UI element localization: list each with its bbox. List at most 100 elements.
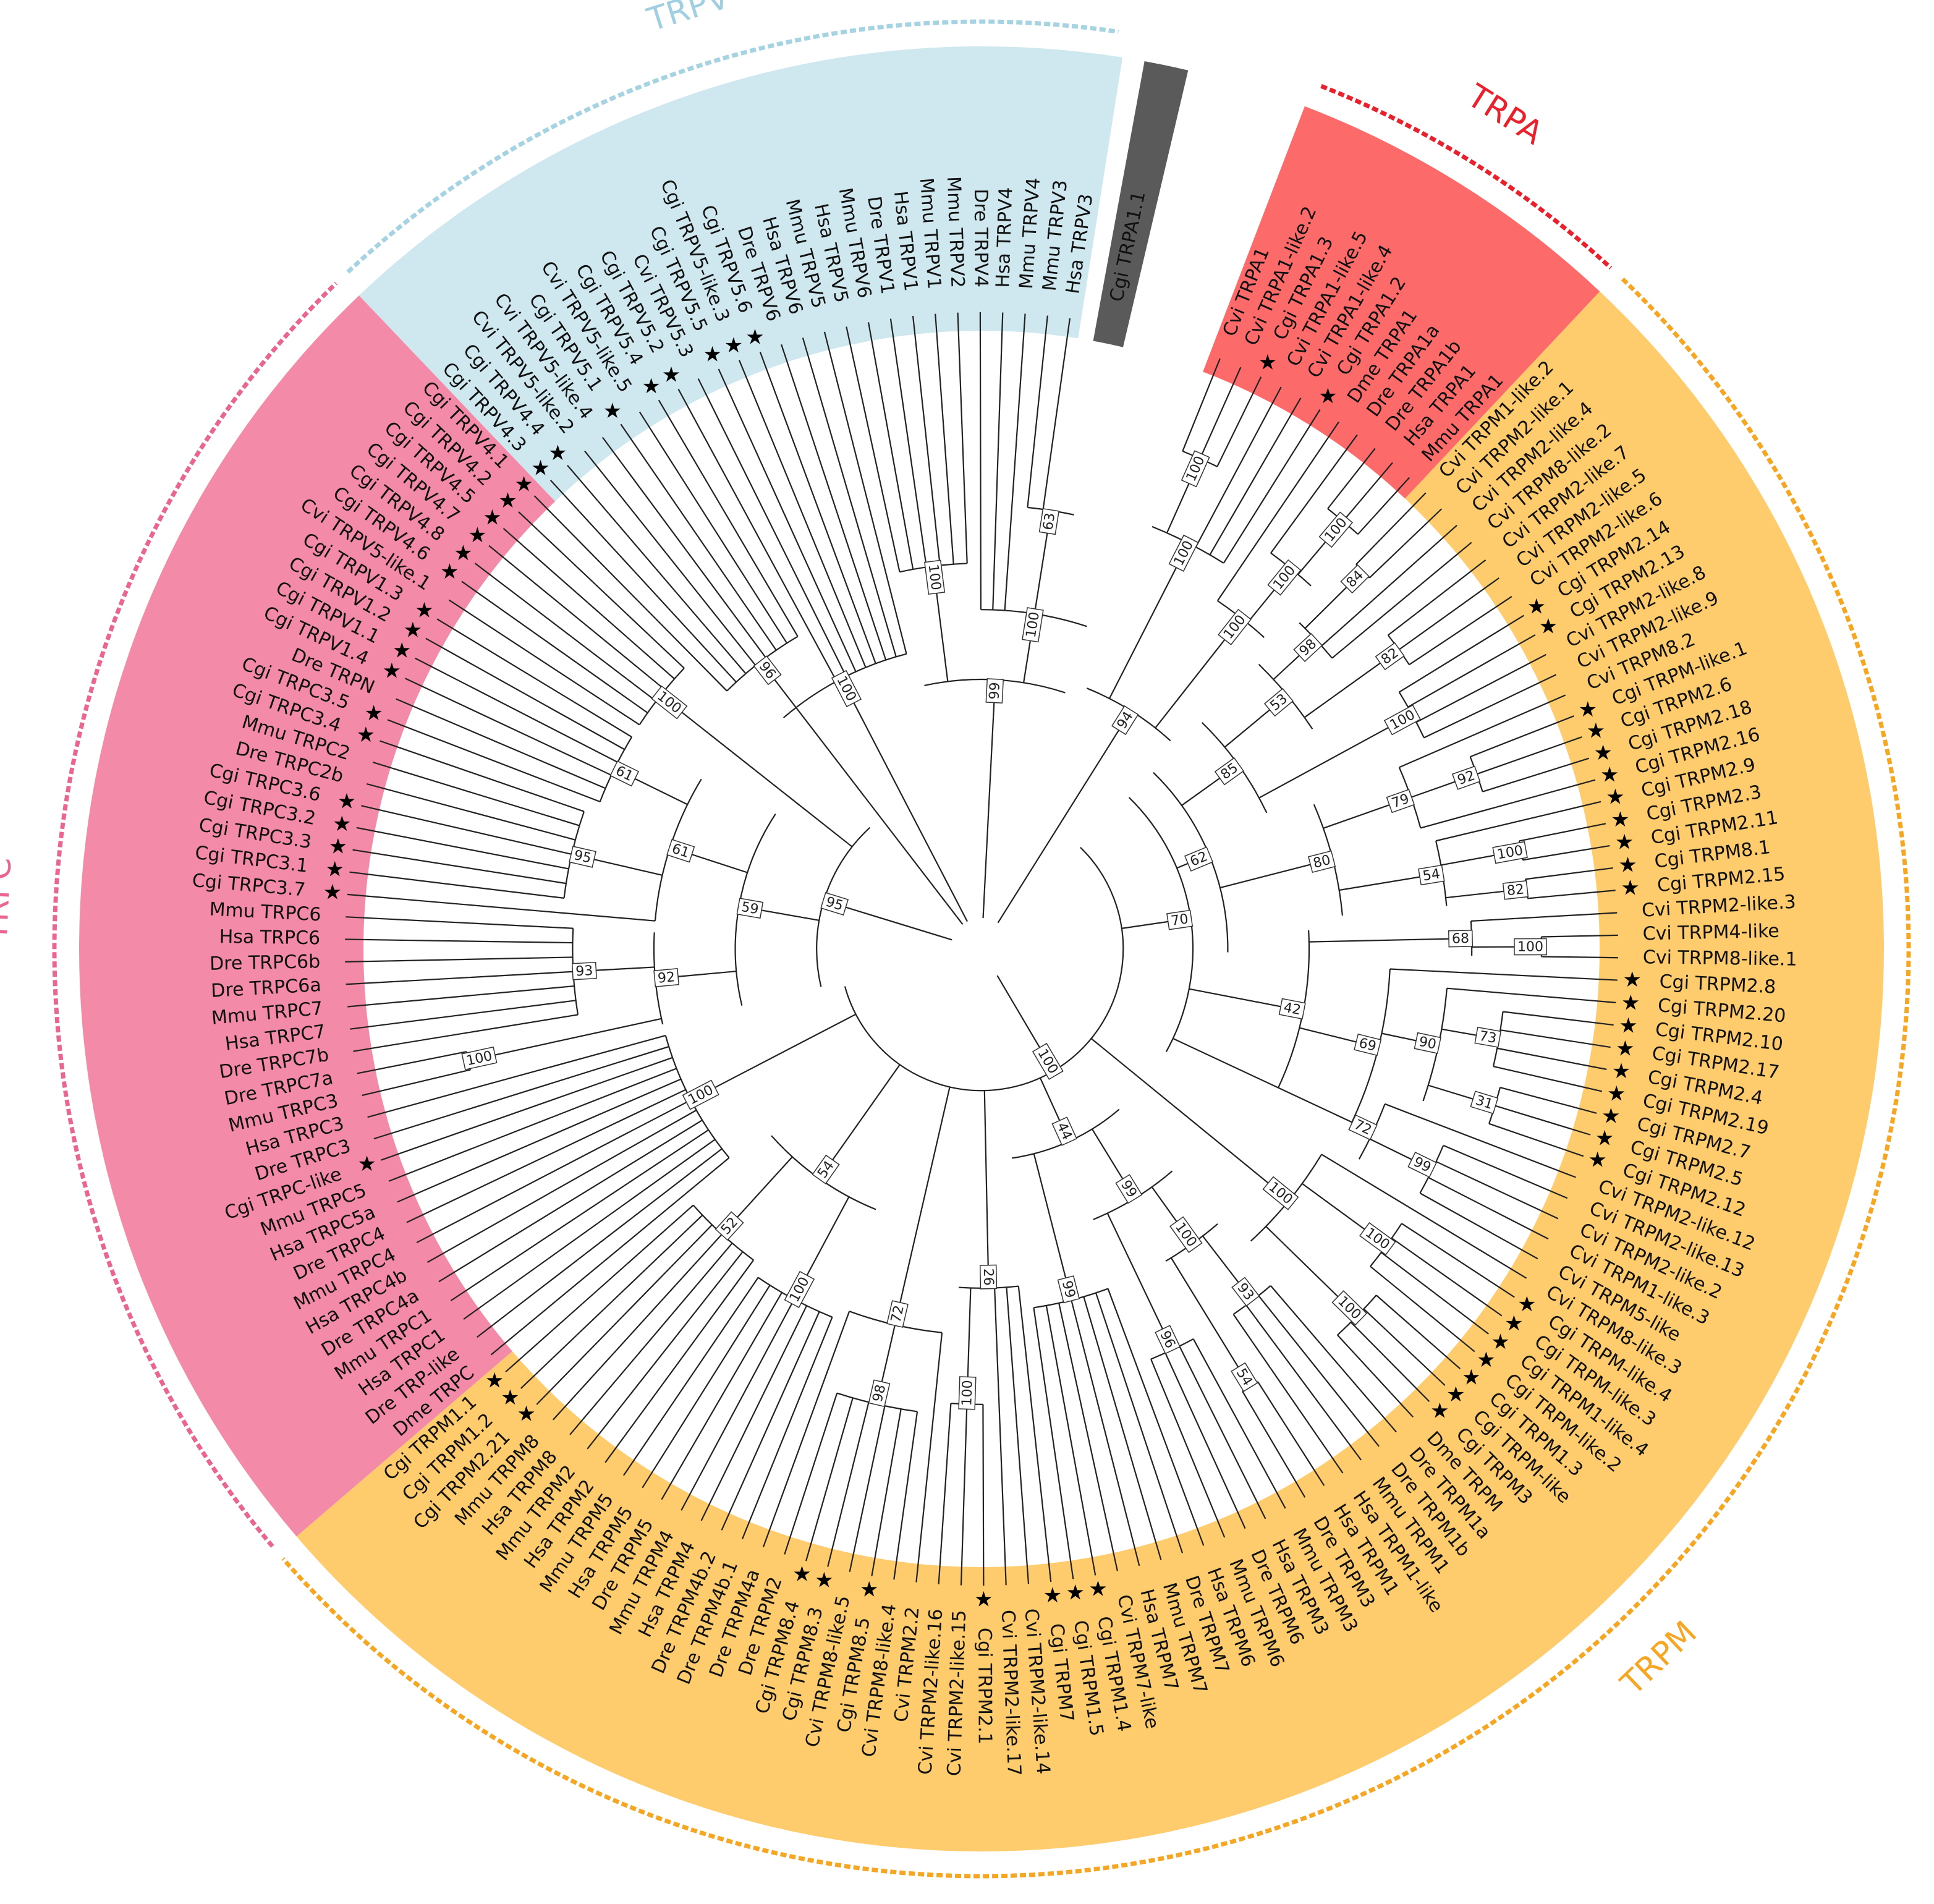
leaf-label: Dre TRPC6b bbox=[210, 951, 321, 975]
leaf-branch bbox=[1350, 1322, 1430, 1402]
leaf-label: Cvi TRPM2-like.15 bbox=[944, 1610, 971, 1777]
leaf-branch bbox=[1245, 1304, 1362, 1461]
leaf-branch bbox=[1042, 318, 1071, 510]
bootstrap-box bbox=[1340, 564, 1370, 594]
bootstrap-box bbox=[1492, 841, 1528, 864]
leaf-branch bbox=[584, 450, 757, 666]
bootstrap-label: 54 bbox=[1231, 1362, 1258, 1392]
leaf-branch bbox=[1488, 1123, 1584, 1157]
leaf-branch bbox=[1470, 912, 1618, 922]
leaf-branch bbox=[350, 1000, 576, 1030]
leaf-branch bbox=[1242, 1391, 1306, 1498]
star-marker: ★ bbox=[1587, 719, 1605, 744]
leaf-branch bbox=[994, 1288, 1007, 1586]
bootstrap-label: 82 bbox=[1375, 642, 1405, 671]
bootstrap-label: 31 bbox=[1470, 1090, 1499, 1115]
bootstrap-box bbox=[736, 898, 764, 919]
clade-label-trpm: TRPM bbox=[1614, 1614, 1704, 1703]
bootstrap-box bbox=[886, 1300, 909, 1328]
leaf-branch bbox=[1435, 801, 1601, 842]
node-stem bbox=[841, 678, 968, 922]
leaf-branch bbox=[1017, 1286, 1052, 1582]
leaf-branch bbox=[438, 1120, 703, 1283]
leaf-branch bbox=[738, 360, 867, 668]
bootstrap-box bbox=[1263, 687, 1294, 717]
bootstrap-value: 95 bbox=[572, 848, 593, 867]
bootstrap-box bbox=[868, 1379, 891, 1408]
leaf-branch bbox=[1327, 448, 1376, 509]
leaf-branch bbox=[1389, 968, 1618, 981]
star-marker: ★ bbox=[1612, 1059, 1631, 1084]
leaf-branch bbox=[677, 388, 838, 682]
bootstrap-box bbox=[1115, 1174, 1143, 1204]
bootstrap-label: 100 bbox=[1514, 938, 1547, 956]
node-stem bbox=[1090, 1038, 1290, 1201]
leaf-branch bbox=[1216, 421, 1339, 601]
bootstrap-box bbox=[1032, 1042, 1064, 1080]
leaf-branch bbox=[912, 315, 941, 566]
star-marker: ★ bbox=[392, 638, 411, 663]
bootstrap-label: 61 bbox=[609, 760, 640, 787]
bootstrap-box bbox=[1348, 1114, 1378, 1141]
leaf-label: Hsa TRPC6 bbox=[219, 926, 320, 949]
star-marker: ★ bbox=[1517, 1292, 1536, 1317]
node-stem bbox=[894, 1087, 951, 1325]
leaf-branch bbox=[1391, 1238, 1503, 1317]
star-marker: ★ bbox=[1477, 1348, 1495, 1372]
leaf-branch bbox=[1363, 1308, 1446, 1386]
leaf-branch bbox=[620, 423, 777, 651]
leaf-branch bbox=[552, 1233, 723, 1421]
bootstrap-box bbox=[461, 1046, 498, 1071]
leaf-branch bbox=[1095, 1293, 1184, 1553]
tree-branches bbox=[345, 312, 1618, 1586]
bootstrap-label: 100 bbox=[1262, 1176, 1299, 1210]
node-stem bbox=[690, 1013, 857, 1101]
leaf-branch bbox=[1337, 1334, 1414, 1418]
leaf-branch bbox=[1004, 313, 1026, 611]
star-marker: ★ bbox=[603, 399, 622, 423]
bootstrap-label: 61 bbox=[666, 839, 695, 863]
bootstrap-label: 98 bbox=[868, 1379, 891, 1408]
leaf-branch bbox=[520, 1214, 703, 1389]
star-marker: ★ bbox=[1619, 1013, 1637, 1038]
leaf-branch bbox=[1482, 757, 1590, 793]
bootstrap-label: 62 bbox=[1184, 846, 1214, 872]
node-stem bbox=[982, 679, 996, 919]
leaf-branch bbox=[784, 1393, 838, 1555]
leaf-branch bbox=[762, 1311, 850, 1547]
bootstrap-box bbox=[1231, 1362, 1258, 1392]
bootstrap-box bbox=[812, 1154, 840, 1184]
leaf-branch bbox=[1398, 577, 1499, 650]
leaf-branch bbox=[1164, 1353, 1246, 1529]
bootstrap-value: 73 bbox=[1478, 1029, 1498, 1047]
leaf-branch bbox=[1370, 1265, 1475, 1353]
star-marker: ★ bbox=[454, 541, 472, 566]
bootstrap-label: 68 bbox=[1448, 930, 1474, 948]
leaf-branch bbox=[1470, 715, 1574, 758]
leaf-branch bbox=[416, 1099, 692, 1244]
leaf-label: Cvi TRPM8-like.1 bbox=[1643, 946, 1797, 970]
bootstrap-label: 96 bbox=[1155, 1325, 1181, 1354]
leaf-branch bbox=[569, 1243, 733, 1435]
star-marker: ★ bbox=[860, 1578, 878, 1602]
leaf-branch bbox=[346, 916, 574, 929]
leaf-branch bbox=[805, 1398, 854, 1562]
leaf-branch bbox=[1321, 525, 1457, 647]
leaf-branch bbox=[759, 351, 876, 664]
star-marker: ★ bbox=[974, 1587, 993, 1612]
bootstrap-value: 99 bbox=[987, 682, 1003, 700]
bootstrap-label: 53 bbox=[1263, 687, 1294, 717]
star-marker: ★ bbox=[415, 598, 433, 623]
leaf-branch bbox=[450, 1129, 709, 1301]
bootstrap-value: 100 bbox=[925, 563, 944, 591]
star-marker: ★ bbox=[383, 659, 401, 684]
leaf-branch bbox=[361, 805, 572, 856]
leaf-branch bbox=[461, 580, 648, 714]
ring-trpa bbox=[1320, 84, 1613, 270]
bootstrap-box bbox=[1407, 1152, 1437, 1178]
leaf-branch bbox=[1270, 434, 1358, 554]
leaf-branch bbox=[700, 1305, 808, 1521]
bootstrap-value: 72 bbox=[888, 1304, 907, 1324]
leaf-branch bbox=[1409, 596, 1512, 666]
star-marker: ★ bbox=[1600, 763, 1619, 788]
